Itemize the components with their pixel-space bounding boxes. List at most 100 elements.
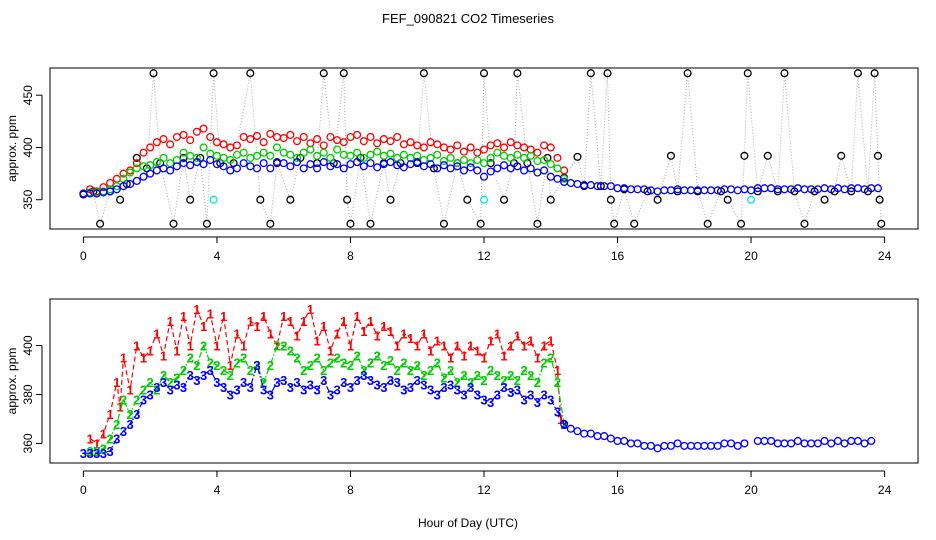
series-blue-3 [560,419,876,453]
data-point-label: 3 [327,387,334,402]
data-point [306,145,315,154]
data-point-label: 1 [300,314,307,329]
data-point-label: 2 [540,356,547,371]
data-point [526,164,535,173]
data-point [740,439,749,448]
data-point [546,172,555,181]
data-point [666,151,676,160]
data-point [333,160,342,169]
data-point [439,219,448,228]
data-point [833,436,842,446]
data-point-label: 3 [534,395,541,410]
data-point-label: 1 [340,314,347,329]
data-point [466,159,475,168]
data-point [606,195,615,204]
data-point-label: 3 [540,387,547,402]
data-point [506,164,515,173]
data-point [566,178,575,188]
data-point-label: 3 [113,432,120,447]
data-point [159,135,168,144]
data-point [246,162,255,171]
x-tick-label: 0 [80,483,87,497]
data-point-label: 2 [320,363,327,378]
y-axis-label: approx. ppm [5,115,19,182]
data-point [686,441,696,450]
y-tick-label: 450 [21,85,35,105]
data-point [479,145,489,154]
data-point-label: 3 [86,446,93,461]
data-point [339,150,348,159]
data-point [747,186,756,195]
data-point [479,195,489,204]
data-point [186,161,195,170]
data-point-label: 3 [514,383,521,398]
data-point [463,195,472,204]
data-point [346,132,355,142]
data-point [353,148,362,157]
data-point-label: 1 [127,383,134,398]
data-point-label: 1 [200,319,207,334]
data-point [353,130,362,139]
data-point [132,159,141,168]
data-point [259,159,268,168]
data-point-label: 1 [387,324,394,339]
data-point-label: 1 [400,326,407,341]
data-point [633,439,642,448]
data-point [239,159,248,168]
data-point-label: 1 [554,363,561,378]
data-point [526,151,535,160]
data-point [152,138,161,147]
data-point-label: 2 [133,392,140,407]
data-point-label: 2 [313,351,320,366]
data-point-label: 2 [487,363,494,378]
data-point [820,436,829,446]
data-point-label: 2 [100,441,107,456]
data-point [232,164,242,173]
data-point [112,185,121,194]
data-point [733,441,742,450]
x-tick-label: 16 [611,249,625,263]
data-point [433,140,442,149]
data-point-label: 3 [407,380,414,395]
data-point [680,441,689,450]
data-point [299,148,308,157]
data-point [740,185,749,194]
data-point-label: 3 [173,378,180,393]
data-point [306,160,315,169]
data-point-label: 1 [207,307,214,322]
data-point [426,160,435,169]
data-point [493,139,502,148]
data-point-label: 3 [400,383,407,398]
data-point-label: 2 [260,375,267,390]
data-point [473,148,482,157]
data-point-label: 3 [414,373,421,388]
data-point-label: 2 [240,351,247,366]
data-point [870,69,879,78]
data-point-label: 1 [454,339,461,354]
data-point-label: 2 [273,339,280,354]
data-point [366,219,375,228]
data-point [513,141,522,150]
data-point [326,153,335,162]
data-point [166,140,175,149]
data-point [346,219,355,228]
data-point-label: 1 [420,326,427,341]
data-point [373,139,382,148]
data-point-label: 3 [147,387,154,402]
data-point [760,436,769,446]
data-point-label: 1 [540,339,547,354]
series-blue-3 [79,155,882,198]
data-point [453,141,462,150]
x-tick-label: 8 [347,483,354,497]
data-point [853,184,862,193]
data-point-label: 3 [367,373,374,388]
data-point [366,150,375,159]
data-point [533,148,542,157]
data-point-label: 1 [313,334,320,349]
data-point [386,195,395,204]
data-point [339,164,348,173]
data-point-label: 3 [474,387,481,402]
data-point [319,148,328,157]
data-point [399,150,408,159]
